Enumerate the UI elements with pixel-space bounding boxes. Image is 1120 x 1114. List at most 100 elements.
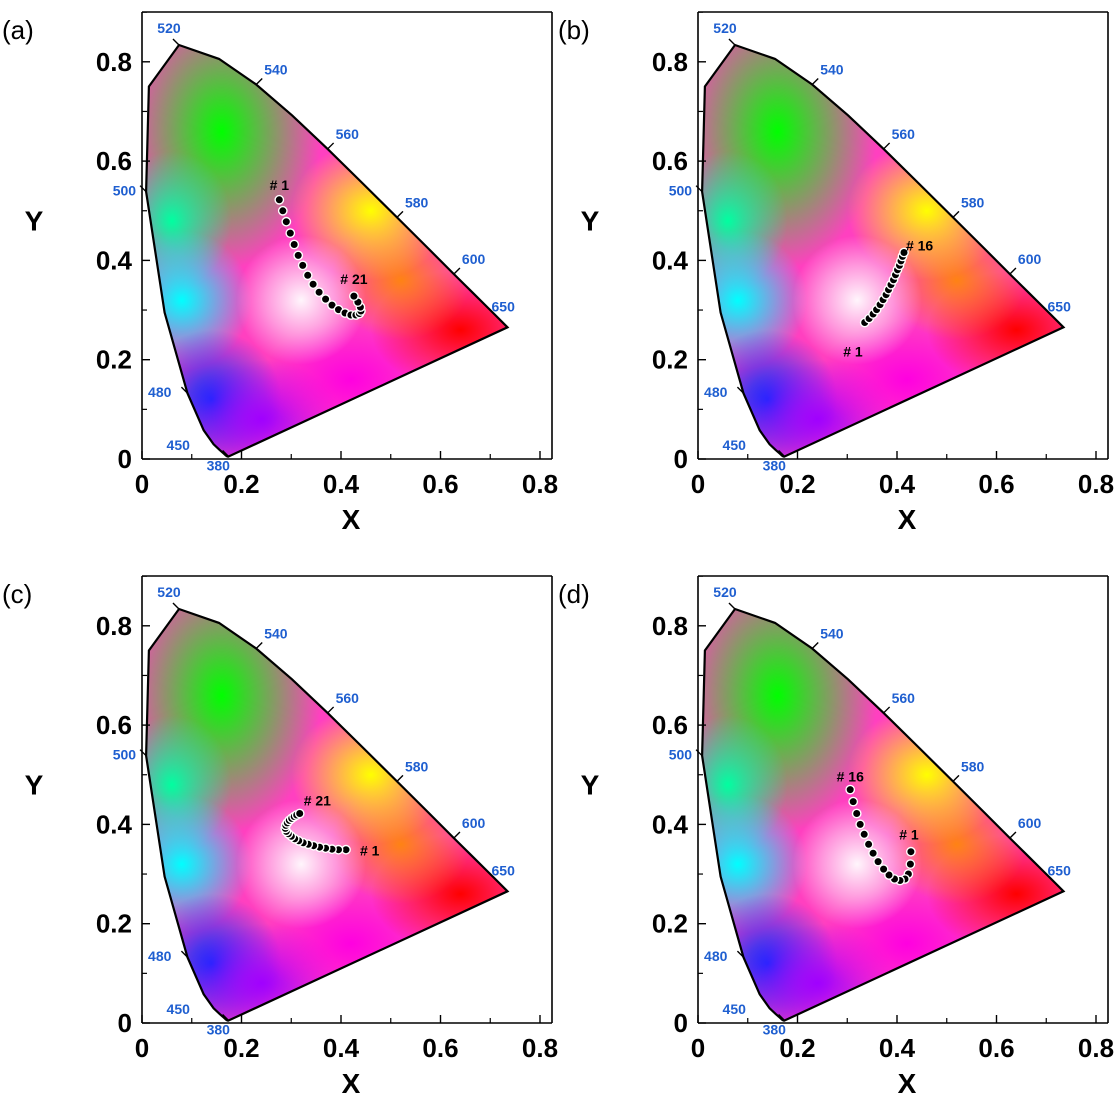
x-axis-title: X [342, 504, 361, 535]
wavelength-tick [139, 749, 147, 757]
data-point [308, 279, 318, 290]
y-tick-label: 0.2 [652, 909, 688, 939]
wavelength-tick [952, 210, 960, 218]
x-tick-label: 0 [691, 1033, 705, 1063]
wavelength-tick [695, 185, 703, 193]
wavelength-tick [213, 443, 221, 451]
wavelength-label: 450 [167, 437, 191, 453]
wavelength-tick [1009, 831, 1017, 839]
y-tick-label: 0 [118, 444, 132, 474]
wavelength-label: 540 [820, 61, 844, 77]
data-point [294, 808, 305, 819]
y-tick-label: 0.8 [652, 47, 688, 77]
point-annotation: # 21 [304, 792, 331, 808]
x-tick-label: 0 [135, 469, 149, 499]
y-tick-label: 0.8 [652, 611, 688, 641]
y-tick-label: 0.6 [652, 146, 688, 176]
point-annotation: # 16 [906, 237, 933, 253]
wavelength-label: 480 [148, 948, 172, 964]
wavelength-label: 540 [264, 61, 288, 77]
wavelength-label: 520 [157, 20, 181, 36]
spectral-locus [144, 43, 510, 458]
wavelength-label: 540 [820, 625, 844, 641]
wavelength-tick [396, 774, 404, 782]
data-point [884, 870, 894, 880]
wavelength-tick [695, 749, 703, 757]
spectral-locus [144, 607, 510, 1022]
wavelength-tick [327, 706, 335, 714]
wavelength-label: 500 [113, 747, 137, 763]
wavelength-label: 380 [207, 1022, 231, 1038]
data-point [868, 848, 878, 859]
data-point [845, 784, 856, 795]
chart-panel: 0 0.2 0.4 0.6 0.8 0 0.2 0.4 0.6 0.8 X Y (a) 380 450 480… [2, 11, 558, 535]
data-point [899, 247, 909, 258]
wavelength-label: 560 [892, 690, 916, 706]
data-point [906, 846, 916, 857]
wavelength-tick [255, 77, 263, 85]
wavelength-tick [1009, 267, 1017, 275]
wavelength-tick [453, 831, 461, 839]
wavelength-tick [778, 1014, 786, 1022]
panel-label: (a) [2, 15, 34, 45]
spectral-locus [700, 607, 1066, 1022]
wavelength-label: 580 [961, 758, 985, 774]
wavelength-label: 480 [704, 948, 728, 964]
data-point [905, 859, 916, 869]
x-tick-label: 0.2 [779, 1033, 815, 1063]
chart-panel: 0 0.2 0.4 0.6 0.8 0 0.2 0.4 0.6 0.8 X Y (c) 380 450 480… [2, 575, 558, 1099]
x-tick-label: 0.8 [522, 469, 558, 499]
wavelength-label: 450 [723, 1001, 747, 1017]
wavelength-tick [952, 774, 960, 782]
wavelength-tick [453, 267, 461, 275]
wavelength-tick [180, 386, 188, 394]
wavelength-label: 580 [405, 758, 429, 774]
x-axis-title: X [342, 1068, 361, 1099]
wavelength-tick [222, 1014, 230, 1022]
y-tick-label: 0.2 [96, 345, 132, 375]
spectral-locus [700, 43, 1066, 458]
y-axis-title: Y [581, 206, 600, 237]
wavelength-label: 600 [462, 815, 486, 831]
y-tick-label: 0.6 [96, 710, 132, 740]
chart-panel: 0 0.2 0.4 0.6 0.8 0 0.2 0.4 0.6 0.8 X Y (b) 380 450 480… [558, 11, 1114, 535]
wavelength-tick [728, 602, 736, 610]
wavelength-tick [255, 641, 263, 649]
wavelength-tick [213, 1007, 221, 1015]
data-point [855, 819, 866, 830]
data-point [285, 228, 296, 239]
wavelength-label: 480 [148, 384, 172, 400]
x-tick-label: 0.4 [323, 469, 360, 499]
data-point [848, 796, 859, 807]
x-tick-label: 0 [691, 469, 705, 499]
y-tick-label: 0.8 [96, 611, 132, 641]
data-point [859, 829, 870, 840]
wavelength-tick [180, 950, 188, 958]
wavelength-label: 560 [892, 126, 916, 142]
wavelength-tick [1057, 320, 1065, 328]
wavelength-tick [172, 38, 180, 46]
wavelength-label: 600 [462, 251, 486, 267]
wavelength-tick [736, 950, 744, 958]
wavelength-tick [728, 38, 736, 46]
data-point [878, 864, 889, 874]
wavelength-label: 540 [264, 625, 288, 641]
wavelength-tick [501, 884, 509, 892]
x-tick-label: 0.2 [223, 469, 259, 499]
wavelength-label: 380 [207, 458, 231, 474]
wavelength-label: 560 [336, 690, 360, 706]
wavelength-tick [139, 185, 147, 193]
wavelength-tick [501, 320, 509, 328]
panel-label: (c) [2, 579, 32, 609]
wavelength-label: 600 [1018, 815, 1042, 831]
wavelength-label: 480 [704, 384, 728, 400]
x-tick-label: 0 [135, 1033, 149, 1063]
wavelength-label: 520 [713, 584, 737, 600]
data-point [348, 291, 359, 301]
data-point [863, 839, 874, 850]
wavelength-tick [778, 450, 786, 458]
data-point [873, 856, 883, 867]
wavelength-label: 650 [1048, 862, 1072, 878]
point-annotation: # 1 [843, 343, 863, 359]
